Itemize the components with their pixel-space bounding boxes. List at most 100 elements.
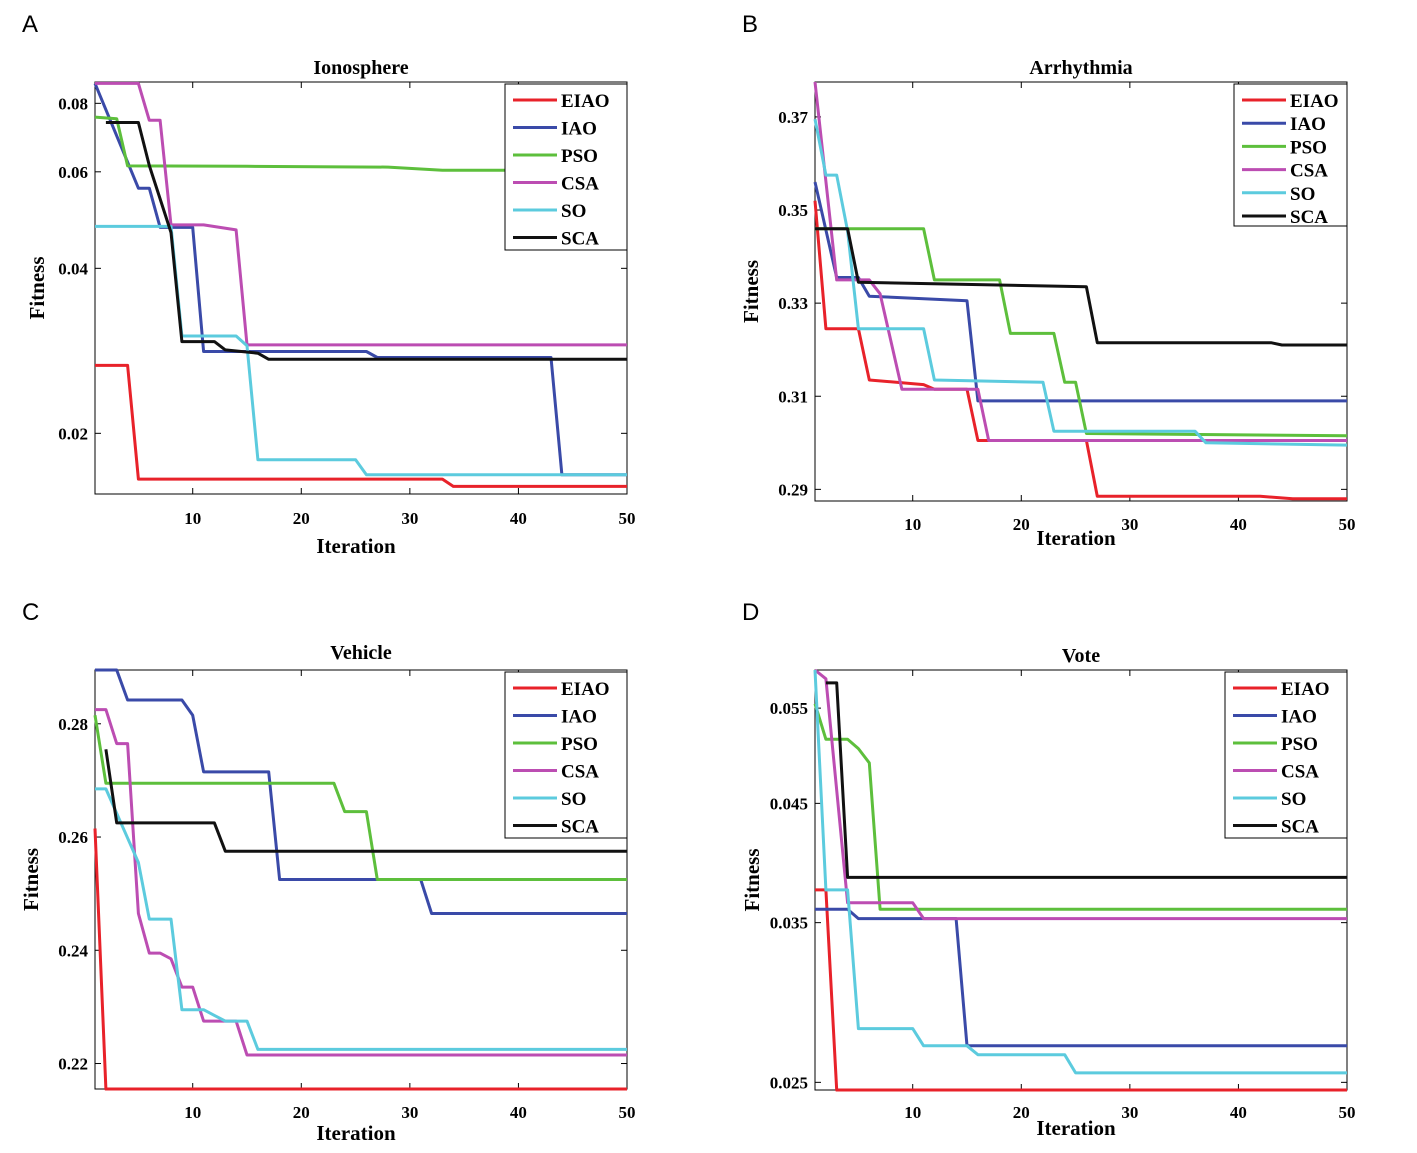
x-tick-label: 50 — [1339, 515, 1356, 534]
x-tick-label: 10 — [184, 509, 201, 528]
legend-label-iao: IAO — [1281, 707, 1317, 728]
x-tick-label: 10 — [184, 1103, 201, 1122]
y-tick-label: 0.02 — [58, 424, 88, 443]
axes-box — [814, 81, 1348, 502]
legend-label-pso: PSO — [561, 734, 598, 755]
panel-a: A Ionosphere 10 20 30 40 50 0.02 0.04 0.06 0.08 Ite… — [22, 11, 636, 558]
x-axis-label: Iteration — [316, 1121, 396, 1145]
legend-label-sca: SCA — [1281, 817, 1319, 838]
y-tick-label: 0.33 — [778, 294, 808, 313]
series-line-eiao — [93, 828, 627, 1091]
legend-label-pso: PSO — [1290, 137, 1327, 158]
y-tick-label: 0.06 — [58, 163, 88, 182]
y-tick-label: 0.04 — [58, 259, 88, 278]
legend-label-csa: CSA — [1281, 762, 1319, 783]
legend-label-eiao: EIAO — [1290, 91, 1339, 112]
x-tick-label: 40 — [510, 509, 527, 528]
legend-label-sca: SCA — [561, 229, 599, 250]
x-tick-label: 10 — [904, 515, 921, 534]
chart-title: Arrhythmia — [1029, 57, 1132, 79]
legend-label-so: SO — [561, 789, 586, 810]
y-axis-label: Fitness — [25, 257, 49, 320]
panel-label: B — [742, 11, 758, 38]
x-tick-label: 40 — [510, 1103, 527, 1122]
y-tick-label: 0.31 — [778, 387, 808, 406]
series-line-sca — [815, 227, 1347, 347]
y-tick-label: 0.26 — [58, 828, 88, 847]
panel-b: B Arrhythmia 10 20 30 40 50 0.29 0.31 0.33 0.35 0.3… — [739, 11, 1356, 550]
series-line-iao — [95, 668, 627, 915]
y-tick-label: 0.025 — [770, 1073, 808, 1092]
x-tick-label: 40 — [1230, 1103, 1247, 1122]
y-tick-label: 0.24 — [58, 941, 88, 960]
x-tick-label: 10 — [904, 1103, 921, 1122]
x-tick-label: 20 — [293, 509, 310, 528]
x-tick-label: 20 — [1013, 1103, 1030, 1122]
legend-label-pso: PSO — [1281, 734, 1318, 755]
series-line-so — [813, 118, 1348, 447]
x-axis-label: Iteration — [1036, 526, 1116, 550]
series-line-sca — [105, 121, 627, 361]
legend-box — [504, 671, 628, 839]
series-line-eiao — [815, 888, 1347, 1092]
legend-label-csa: CSA — [561, 174, 599, 195]
legend-label-pso: PSO — [561, 146, 598, 167]
series-line-pso — [813, 703, 1347, 911]
y-axis-label: Fitness — [740, 849, 764, 912]
legend-box — [504, 83, 628, 251]
legend-label-so: SO — [561, 201, 586, 222]
chart-title: Ionosphere — [313, 57, 408, 79]
legend-label-iao: IAO — [561, 707, 597, 728]
y-axis-label: Fitness — [19, 848, 43, 911]
series-line-eiao — [813, 200, 1347, 501]
x-tick-label: 30 — [401, 509, 418, 528]
series-line-pso — [94, 115, 627, 172]
legend-label-so: SO — [1281, 789, 1306, 810]
x-tick-label: 20 — [293, 1103, 310, 1122]
y-tick-label: 0.37 — [778, 108, 808, 127]
series-line-iao — [815, 907, 1347, 1048]
y-tick-label: 0.29 — [778, 480, 808, 499]
x-axis-label: Iteration — [1036, 1116, 1116, 1140]
x-tick-label: 40 — [1230, 515, 1247, 534]
series-line-sca — [104, 749, 627, 853]
x-tick-label: 50 — [1339, 1103, 1356, 1122]
chart-title: Vehicle — [330, 642, 392, 664]
legend-label-so: SO — [1290, 184, 1315, 205]
series-line-pso — [815, 227, 1348, 438]
x-axis-label: Iteration — [316, 534, 396, 558]
legend-label-eiao: EIAO — [1281, 679, 1330, 700]
x-tick-label: 30 — [1121, 1103, 1138, 1122]
panel-label: A — [22, 11, 38, 38]
legend-label-eiao: EIAO — [561, 679, 610, 700]
x-tick-label: 50 — [619, 1103, 636, 1122]
legend-label-eiao: EIAO — [561, 91, 610, 112]
y-tick-label: 0.35 — [778, 201, 808, 220]
x-tick-label: 30 — [401, 1103, 418, 1122]
y-axis-label: Fitness — [739, 260, 763, 323]
y-tick-label: 0.28 — [58, 715, 88, 734]
series-line-csa — [814, 668, 1347, 921]
series-line-sca — [825, 681, 1347, 879]
series-line-so — [813, 669, 1347, 1075]
series-line-pso — [93, 715, 627, 881]
legend-label-iao: IAO — [1290, 114, 1326, 135]
legend-label-csa: CSA — [1290, 161, 1328, 182]
y-tick-label: 0.045 — [770, 794, 808, 813]
x-tick-label: 30 — [1121, 515, 1138, 534]
series-line-so — [95, 787, 627, 1051]
series-line-eiao — [95, 363, 627, 488]
y-tick-label: 0.08 — [58, 94, 88, 113]
panel-d: D Vote 10 20 30 40 50 0.025 0.035 0.045 0.055 Itera… — [740, 599, 1356, 1140]
legend-label-iao: IAO — [561, 119, 597, 140]
y-tick-label: 0.035 — [770, 914, 808, 933]
series-line-iao — [93, 82, 627, 477]
legend-box — [1224, 671, 1348, 839]
panel-c: C Vehicle 10 20 30 40 50 0.22 0.24 0.26 0.28 Iterat… — [19, 599, 636, 1145]
y-tick-label: 0.055 — [770, 699, 808, 718]
y-tick-label: 0.22 — [58, 1055, 88, 1074]
legend-label-csa: CSA — [561, 762, 599, 783]
legend-box — [1233, 83, 1348, 227]
legend-label-sca: SCA — [561, 817, 599, 838]
x-tick-label: 50 — [619, 509, 636, 528]
